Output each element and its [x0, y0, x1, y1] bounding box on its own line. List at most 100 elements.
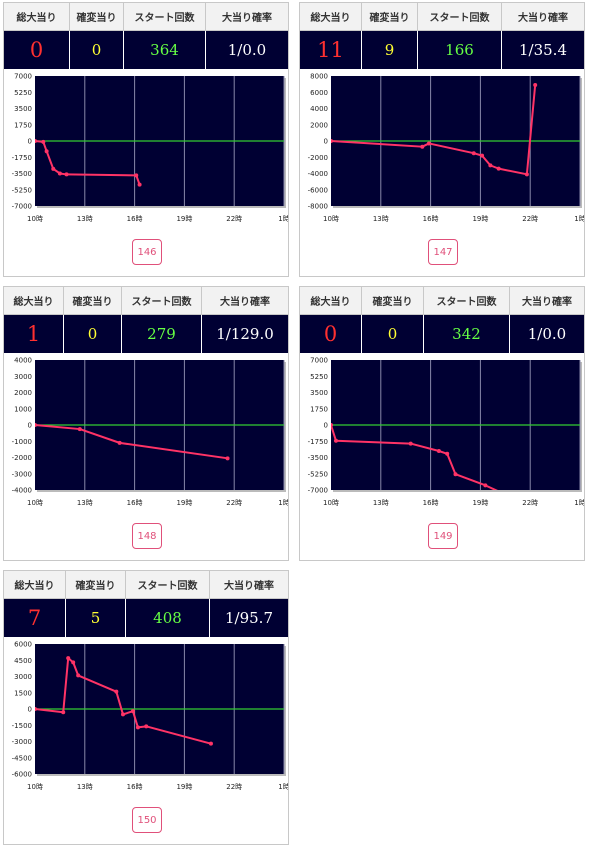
- x-tick-label: 10時: [323, 499, 339, 507]
- x-tick-label: 1時: [278, 499, 288, 507]
- machine-number-badge[interactable]: 147: [428, 239, 458, 265]
- header-start: スタート回数: [424, 287, 510, 314]
- x-tick-label: 10時: [27, 215, 43, 223]
- data-point: [77, 427, 82, 432]
- data-point: [533, 82, 538, 87]
- header-total: 総大当り: [4, 3, 70, 30]
- y-tick-label: 8000: [310, 73, 328, 81]
- y-tick-label: -1750: [308, 438, 328, 446]
- y-tick-label: 3000: [14, 373, 32, 381]
- y-tick-label: 0: [28, 422, 32, 430]
- kakuhen-hits-value: 0: [64, 315, 122, 353]
- total-hits-value: 7: [4, 599, 66, 637]
- header-start: スタート回数: [126, 571, 210, 598]
- data-point: [471, 151, 476, 156]
- header-total: 総大当り: [4, 571, 66, 598]
- x-tick-label: 13時: [77, 499, 93, 507]
- y-tick-label: -4000: [308, 170, 328, 178]
- y-tick-label: -3000: [12, 470, 32, 478]
- total-hits-value: 11: [300, 31, 362, 69]
- slump-chart-149: 10時 13時 16時 19時 22時 1時 7000 5250 3500 1750 0 -1750 -…: [308, 357, 584, 508]
- data-point: [114, 689, 119, 694]
- total-hits-value: 0: [4, 31, 70, 69]
- data-point: [61, 710, 66, 715]
- series-group: [331, 423, 514, 498]
- header-total: 総大当り: [300, 287, 362, 314]
- header-total: 総大当り: [4, 287, 64, 314]
- x-tick-label: 19時: [176, 215, 192, 223]
- slump-chart-150: 10時 13時 16時 19時 22時 1時 6000 4500 3000 1500 0 -1500 -…: [12, 641, 288, 792]
- stats-header-row: 総大当り 確変当り スタート回数 大当り確率: [4, 287, 288, 315]
- y-tick-label: -2000: [12, 454, 32, 462]
- machine-card-146: 総大当り 確変当り スタート回数 大当り確率 0 0 364 1/0.0 10時…: [3, 2, 289, 277]
- data-point: [35, 423, 37, 427]
- x-tick-label: 1時: [574, 499, 584, 507]
- y-tick-label: 6000: [14, 641, 32, 649]
- data-point: [208, 741, 213, 746]
- data-point: [51, 166, 56, 171]
- data-point: [44, 149, 49, 154]
- data-point: [144, 724, 149, 729]
- y-tick-label: 0: [28, 138, 32, 146]
- stats-value-row: 0 0 364 1/0.0: [4, 31, 288, 69]
- data-point: [510, 494, 514, 498]
- x-tick-label: 10時: [27, 499, 43, 507]
- x-tick-label: 19時: [176, 783, 192, 791]
- y-tick-label: -3500: [308, 454, 328, 462]
- data-point: [483, 483, 488, 488]
- header-kakuhen: 確変当り: [70, 3, 124, 30]
- data-point: [76, 673, 81, 678]
- header-start: スタート回数: [124, 3, 206, 30]
- data-point: [35, 139, 37, 143]
- data-point: [333, 438, 338, 443]
- stats-header-row: 総大当り 確変当り スタート回数 大当り確率: [4, 3, 288, 31]
- x-tick-label: 13時: [373, 499, 389, 507]
- y-tick-label: 7000: [310, 357, 328, 365]
- x-tick-label: 22時: [226, 499, 242, 507]
- series-line: [331, 424, 498, 490]
- machine-number-badge[interactable]: 149: [428, 523, 458, 549]
- machine-number-badge[interactable]: 150: [132, 807, 162, 833]
- header-kakuhen: 確変当り: [64, 287, 122, 314]
- header-prob: 大当り確率: [224, 581, 274, 592]
- stats-value-row: 1 0 279 1/129.0: [4, 315, 288, 353]
- data-point: [134, 173, 139, 178]
- data-point: [64, 172, 69, 177]
- slump-chart-148: 10時 13時 16時 19時 22時 1時 4000 3000 2000 1000 0 -1000 -…: [12, 357, 288, 508]
- slump-chart-146: 10時 13時 16時 19時 22時 1時 7000 5250 3500 1750 0 -1750 -…: [12, 73, 288, 224]
- data-point: [66, 656, 71, 661]
- slump-chart-147: 10時 13時 16時 19時 22時 1時 8000 6000 4000 2000 0 -2000 -…: [308, 73, 584, 224]
- header-total: 総大当り: [300, 3, 362, 30]
- y-tick-label: 1750: [14, 121, 32, 129]
- x-tick-label: 16時: [127, 499, 143, 507]
- y-tick-label: 2000: [14, 389, 32, 397]
- x-tick-label: 22時: [226, 783, 242, 791]
- data-point: [453, 472, 458, 477]
- x-tick-label: 13時: [77, 783, 93, 791]
- header-prob: 大当り確率: [220, 297, 270, 308]
- data-point: [57, 171, 62, 176]
- y-tick-label: 5250: [14, 89, 32, 97]
- y-tick-label: -6000: [12, 771, 32, 779]
- series-group: [35, 139, 142, 187]
- y-tick-label: 5250: [310, 373, 328, 381]
- header-kakuhen: 確変当り: [362, 287, 424, 314]
- data-point: [137, 182, 142, 187]
- stats-header-row: 総大当り 確変当り スタート回数 大当り確率: [300, 3, 584, 31]
- start-count-value: 364: [124, 31, 206, 69]
- machine-card-150: 総大当り 確変当り スタート回数 大当り確率 7 5 408 1/95.7 10…: [3, 570, 289, 845]
- header-start: スタート回数: [122, 287, 202, 314]
- machine-number-badge[interactable]: 148: [132, 523, 162, 549]
- machine-number-badge[interactable]: 146: [132, 239, 162, 265]
- x-tick-label: 16時: [423, 499, 439, 507]
- x-tick-label: 10時: [27, 783, 43, 791]
- data-point: [496, 166, 501, 171]
- y-tick-label: 0: [324, 422, 328, 430]
- hit-probability-value: 1/129.0: [216, 325, 274, 343]
- x-tick-label: 22時: [522, 215, 538, 223]
- y-tick-label: -8000: [308, 203, 328, 211]
- y-tick-label: 4000: [310, 105, 328, 113]
- series-group: [35, 423, 230, 461]
- data-point: [130, 709, 135, 714]
- x-tick-label: 16時: [127, 783, 143, 791]
